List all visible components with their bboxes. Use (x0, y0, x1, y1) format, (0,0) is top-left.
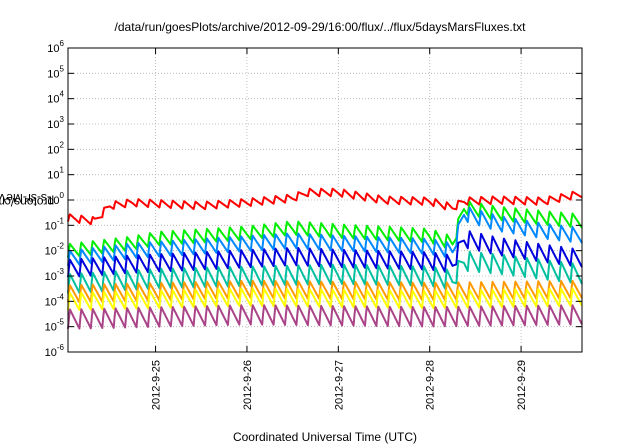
series-line (67, 279, 583, 304)
y-tick-label: 104 (47, 90, 64, 106)
axes: 10-6 10-5 10-4 10-3 10-2 10-1 100 101 102 103 104 1… (45, 39, 583, 410)
y-tick-label: 10-6 (45, 343, 65, 359)
x-tick-label: 2012-9-29 (516, 360, 528, 410)
y-tick-label: 10-3 (45, 267, 65, 283)
x-axis-label: Coordinated Universal Time (UTC) (232, 430, 418, 444)
series-line (67, 187, 583, 226)
y-tick-label: 106 (47, 39, 64, 55)
y-tick-label: 10-4 (45, 292, 65, 308)
chart-title: /data/run/goesPlots/archive/2012-09-29/1… (114, 20, 526, 34)
y-tick-label: 10-5 (45, 318, 65, 334)
y-tick-label: 10-1 (45, 216, 65, 232)
x-tick-label: 2012-9-26 (242, 360, 254, 410)
series-line (67, 304, 583, 330)
series-line (67, 206, 583, 267)
x-tick-label: 2012-9-28 (425, 360, 437, 410)
series-line (67, 250, 583, 294)
x-tick-label: 2012-9-27 (333, 360, 345, 410)
y-tick-label: 103 (47, 115, 64, 131)
y-tick-label: 100 (47, 191, 64, 207)
series-line (67, 230, 583, 278)
y-tick-label: 105 (47, 64, 64, 80)
series-layer (67, 187, 583, 330)
y-tick-label: 101 (47, 166, 64, 182)
x-tick-label: 2012-9-25 (151, 360, 163, 410)
series-line (67, 287, 583, 311)
plot-frame (67, 47, 583, 353)
y-tick-label: 102 (47, 140, 64, 156)
y-axis-label-post: -s-sr-MeV (0, 190, 51, 205)
y-tick-label: 10-2 (45, 242, 65, 258)
series-line (67, 200, 583, 258)
